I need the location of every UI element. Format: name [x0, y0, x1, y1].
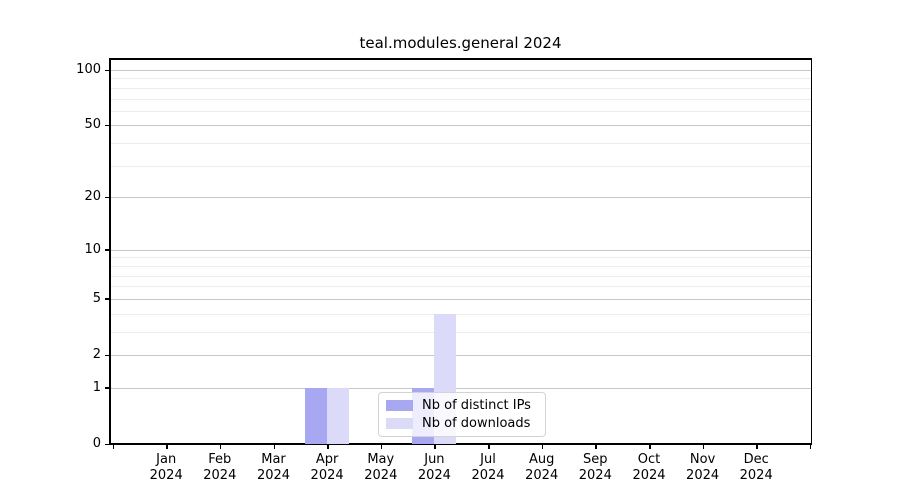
x-tick-label: Oct 2024 — [632, 452, 666, 483]
y-tick — [105, 249, 110, 251]
x-tick — [702, 444, 705, 449]
x-tick — [595, 444, 597, 449]
y-tick-label: 20 — [84, 189, 101, 205]
gridline-major — [110, 70, 811, 71]
y-tick — [105, 196, 110, 199]
gridline-minor — [110, 286, 811, 288]
x-tick-label: Apr 2024 — [310, 452, 344, 483]
x-tick-label: Jan 2024 — [149, 452, 183, 483]
x-tick-label: Jul 2024 — [471, 452, 505, 483]
gridline-minor — [110, 265, 811, 267]
x-tick — [166, 444, 168, 449]
y-tick — [105, 387, 110, 389]
x-tick — [488, 444, 490, 449]
y-tick — [105, 354, 110, 356]
x-tick-label: Sep 2024 — [578, 452, 612, 483]
chart-title: teal.modules.general 2024 — [359, 34, 562, 52]
gridline-minor — [110, 331, 811, 333]
gridline-major — [110, 387, 811, 389]
x-tick-label: Mar 2024 — [256, 452, 291, 483]
y-tick-label: 1 — [92, 379, 101, 395]
y-tick-label: 100 — [76, 62, 101, 77]
gridline-minor — [110, 98, 811, 100]
y-tick — [105, 69, 110, 71]
gridline-minor — [110, 313, 811, 315]
x-tick — [809, 444, 811, 449]
legend-swatch-downloads — [386, 418, 413, 430]
y-tick — [105, 124, 110, 127]
gridline-minor — [110, 143, 811, 145]
gridline-minor — [110, 257, 811, 259]
x-tick — [756, 444, 758, 449]
x-tick-label: Aug 2024 — [525, 452, 559, 483]
gridline-major — [110, 355, 811, 356]
plot-area: 0 1 2 5 10 20 50 100 Jan 2024 Feb 2024 Mar 2024 Apr… — [76, 58, 812, 483]
gridline-minor — [110, 78, 811, 80]
gridline-minor — [110, 165, 811, 167]
x-tick — [434, 444, 436, 449]
x-tick-label: May 2024 — [364, 452, 398, 483]
y-tick-label: 10 — [84, 241, 101, 257]
x-tick — [327, 444, 329, 449]
y-tick-label: 50 — [84, 117, 101, 133]
x-tick — [273, 444, 275, 449]
x-tick-label: Feb 2024 — [203, 452, 237, 483]
x-tick-label: Nov 2024 — [686, 452, 720, 483]
gridline-major — [110, 197, 811, 199]
x-tick — [219, 444, 222, 449]
x-tick — [380, 444, 383, 449]
legend-item-distinct-ips: Nb of distinct IPs — [386, 397, 538, 414]
plot-spine-right — [810, 58, 812, 445]
y-tick — [105, 443, 110, 445]
gridline-major — [110, 249, 811, 251]
x-tick-label: Dec 2024 — [739, 452, 773, 483]
bar-downloads — [327, 387, 350, 444]
gridline-major — [110, 125, 811, 127]
plot-spine-bottom — [110, 443, 811, 445]
plot-spine-top — [110, 58, 811, 60]
legend-label-distinct-ips: Nb of distinct IPs — [422, 397, 531, 413]
gridline-minor — [110, 110, 811, 112]
y-tick-label: 0 — [92, 436, 101, 451]
gridline-minor — [110, 87, 811, 89]
plot-spine-left — [109, 58, 111, 445]
x-tick — [541, 444, 544, 449]
gridline-minor — [110, 275, 811, 277]
legend-swatch-distinct-ips — [386, 399, 413, 411]
y-tick-label: 2 — [92, 347, 101, 362]
x-tick — [649, 444, 651, 449]
legend-item-downloads: Nb of downloads — [386, 416, 538, 433]
bar-distinct-ips — [305, 387, 328, 444]
gridline-major — [110, 298, 811, 300]
x-tick — [112, 444, 115, 449]
legend: Nb of distinct IPs Nb of downloads — [378, 392, 546, 437]
legend-label-downloads: Nb of downloads — [422, 416, 531, 432]
x-tick-label: Jun 2024 — [417, 452, 451, 483]
y-tick — [105, 298, 110, 300]
y-tick-label: 5 — [92, 290, 101, 306]
